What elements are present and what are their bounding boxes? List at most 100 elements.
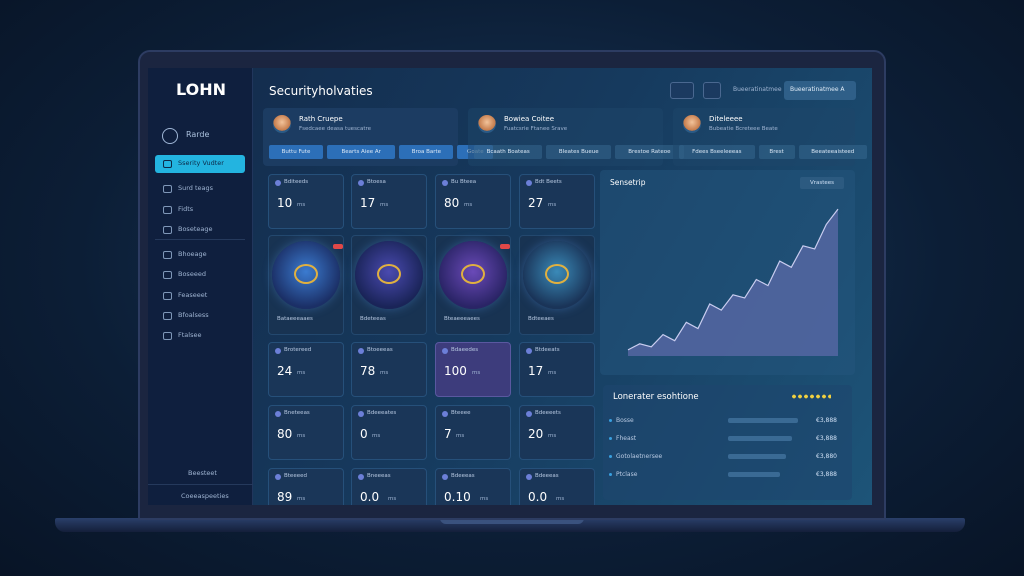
stat-card[interactable]: Bneeeas 0.0 ms xyxy=(351,468,427,505)
profile-button[interactable]: Fdees Bseeleeeas xyxy=(679,145,755,159)
nav-item[interactable]: Boseeed xyxy=(178,270,206,278)
nav-item[interactable]: Bfoalsess xyxy=(178,311,209,319)
nav-item[interactable]: Bhoeage xyxy=(178,250,207,258)
stat-label: Bneteeas xyxy=(284,410,310,416)
profile-button[interactable]: Bcaath Boateas xyxy=(474,145,543,159)
media-object xyxy=(545,264,569,284)
stat-card[interactable]: Bdeeeets 20 ms xyxy=(519,405,595,460)
media-card[interactable]: Bdeteeas xyxy=(351,235,427,335)
footer-item[interactable]: Beesteet xyxy=(188,469,217,477)
stat-unit: ms xyxy=(297,202,306,208)
stat-icon xyxy=(275,180,281,186)
media-card[interactable]: Bteaeeeaees xyxy=(435,235,511,335)
list-dots xyxy=(791,394,831,399)
stat-card[interactable]: Brotereed 24 ms xyxy=(268,342,344,397)
stat-card[interactable]: Btoeeeas 78 ms xyxy=(351,342,427,397)
stat-label: Bdeeeates xyxy=(367,410,397,416)
stat-unit: ms xyxy=(380,202,389,208)
media-caption: Bdteeaes xyxy=(528,316,554,322)
list-label[interactable]: Ptclase xyxy=(616,471,638,478)
stat-card[interactable]: Bdaeedes 100 ms xyxy=(435,342,511,397)
list-value: €3,880 xyxy=(816,453,837,460)
nav-item[interactable]: Ftalsee xyxy=(178,331,202,339)
stat-card[interactable]: Bteeee 7 ms xyxy=(435,405,511,460)
stat-label: Bdeeeets xyxy=(535,410,561,416)
profile-avatar xyxy=(478,115,496,133)
stat-card[interactable]: Bdeeeates 0 ms xyxy=(351,405,427,460)
list-value: €3,888 xyxy=(816,417,837,424)
list-label[interactable]: Fheast xyxy=(616,435,637,442)
stat-card[interactable]: Bneteeas 80 ms xyxy=(268,405,344,460)
stat-icon xyxy=(442,474,448,480)
nav-item[interactable]: Fidts xyxy=(178,205,194,213)
nav-item[interactable]: Sserity Vudter xyxy=(178,159,224,167)
profile-button[interactable]: Brestoe Rateoe xyxy=(615,145,684,159)
stat-card[interactable]: Bdeeeas 0.0 ms xyxy=(519,468,595,505)
list-bullet xyxy=(609,455,612,458)
nav-item[interactable]: Surd teags xyxy=(178,184,214,192)
nav-item[interactable]: Boseteage xyxy=(178,225,213,233)
list-value: €3,888 xyxy=(816,471,837,478)
stat-card[interactable]: Btoesa 17 ms xyxy=(351,174,427,229)
media-card[interactable]: Bataeeeaaes xyxy=(268,235,344,335)
stat-value: 0.10 xyxy=(444,490,471,504)
stat-label: Btoesa xyxy=(367,179,386,185)
stat-value: 100 xyxy=(444,364,467,378)
list-label[interactable]: Gotolaetnersee xyxy=(616,453,663,460)
top-button[interactable] xyxy=(784,81,856,100)
stat-unit: ms xyxy=(388,496,397,502)
media-object xyxy=(294,264,318,284)
stat-label: Btdeeats xyxy=(535,347,560,353)
profile-button[interactable]: Bleates Bueue xyxy=(546,145,612,159)
stat-card[interactable]: Bditeeds 10 ms xyxy=(268,174,344,229)
profile-button[interactable]: Beeateeaisteed xyxy=(798,145,867,159)
footer-item[interactable]: Coeeaspeeties xyxy=(181,492,229,500)
stat-value: 20 xyxy=(528,427,544,441)
page-title: Securityholvaties xyxy=(269,84,373,98)
stat-label: Bdeeeas xyxy=(535,473,559,479)
stat-value: 10 xyxy=(277,196,293,210)
trend-line xyxy=(627,208,839,351)
list-label[interactable]: Bosse xyxy=(616,417,634,424)
media-badge xyxy=(333,244,343,249)
stat-icon xyxy=(442,180,448,186)
profile-name: Bowiea Coitee xyxy=(504,115,555,123)
nav-icon xyxy=(163,251,172,259)
stat-icon xyxy=(358,180,364,186)
profile-button[interactable]: Bearts Aiee Ar xyxy=(327,145,396,159)
stat-icon xyxy=(275,348,281,354)
brand: LOHN xyxy=(176,80,227,99)
stat-card[interactable]: Bteeeed 89 ms xyxy=(268,468,344,505)
icon-button[interactable] xyxy=(670,82,694,99)
profile-card: Diteleeee Bubeatie Bcreteee Beate Fdees Bs… xyxy=(673,108,867,166)
stat-value: 89 xyxy=(277,490,293,504)
media-card[interactable]: Bdteeaes xyxy=(519,235,595,335)
list-bullet xyxy=(609,437,612,440)
stat-label: Bdeeeas xyxy=(451,473,475,479)
nav-icon xyxy=(163,292,172,300)
stat-unit: ms xyxy=(472,370,481,376)
profile-button[interactable]: Buttu Fute xyxy=(269,145,323,159)
profile-card: Bowiea Coitee Fuatcsrie Ftanee Srave Bcaat… xyxy=(468,108,684,166)
stat-label: Btoeeeas xyxy=(367,347,393,353)
top-link[interactable]: Bueeratinatmee xyxy=(733,86,782,93)
stat-card[interactable]: Bdeeeas 0.10 ms xyxy=(435,468,511,505)
trend-area xyxy=(628,209,838,356)
profile-subtitle: Fuatcsrie Ftanee Srave xyxy=(504,126,568,132)
profile-button[interactable]: Brest xyxy=(758,145,795,159)
icon-button[interactable] xyxy=(703,82,721,99)
stat-icon xyxy=(442,348,448,354)
stat-card[interactable]: Bdt Beets 27 ms xyxy=(519,174,595,229)
stat-card[interactable]: Btdeeats 17 ms xyxy=(519,342,595,397)
sidebar: LOHN Rarde Sserity Vudter Surd teags Fidts Bo… xyxy=(148,68,253,505)
stat-unit: ms xyxy=(556,496,565,502)
trend-badge[interactable]: Vrastees xyxy=(800,177,844,189)
nav-active-bg[interactable] xyxy=(155,155,245,173)
nav-item[interactable]: Feaseeet xyxy=(178,291,208,299)
stat-card[interactable]: Bu Bteea 80 ms xyxy=(435,174,511,229)
profile-button[interactable]: Broa Barte xyxy=(399,145,454,159)
screen: LOHN Rarde Sserity Vudter Surd teags Fidts Bo… xyxy=(148,68,872,505)
stat-icon xyxy=(358,348,364,354)
trend-title: Sensetrip xyxy=(610,178,646,187)
top-button-label[interactable]: Bueeratinatmee A xyxy=(790,86,845,93)
